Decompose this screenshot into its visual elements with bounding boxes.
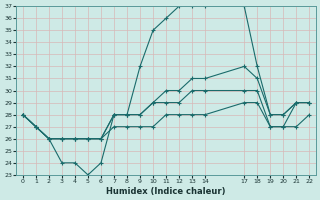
- X-axis label: Humidex (Indice chaleur): Humidex (Indice chaleur): [106, 187, 226, 196]
